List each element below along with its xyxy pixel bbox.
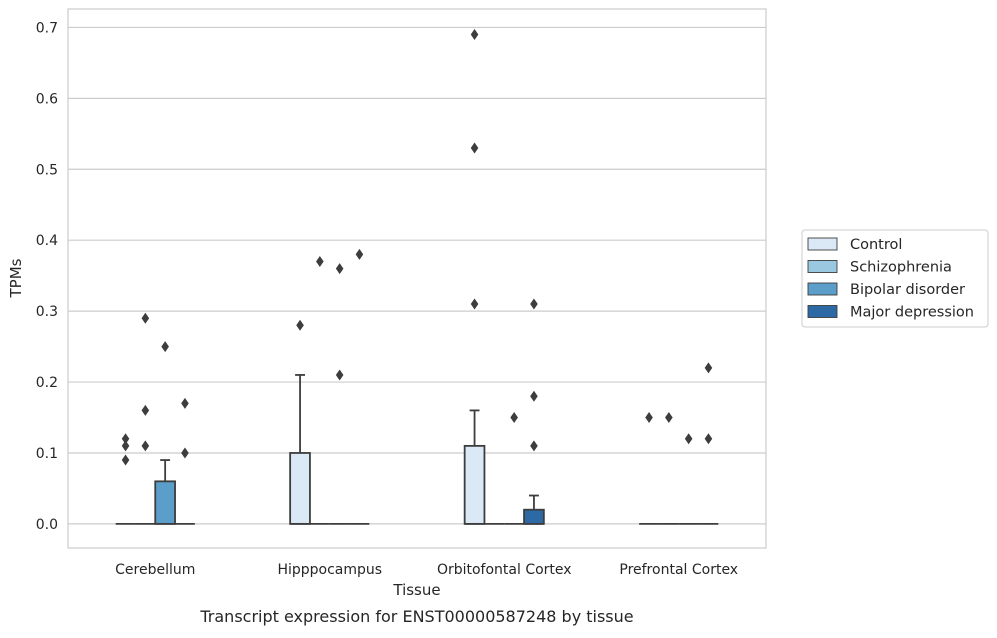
grid-layer — [68, 26, 766, 525]
outlier-point — [355, 248, 364, 260]
box-layer — [115, 374, 719, 525]
outlier-point — [704, 433, 713, 445]
outlier-point — [470, 142, 479, 154]
x-tick-label: Hipppocampus — [277, 562, 382, 578]
box-control — [463, 444, 486, 525]
chart-caption: Transcript expression for ENST0000058724… — [199, 607, 633, 626]
outlier-point — [645, 412, 653, 424]
legend-swatch — [807, 237, 838, 251]
outlier-layer — [121, 29, 713, 466]
outlier-point — [510, 412, 518, 424]
y-tick-label: 0.7 — [36, 20, 58, 36]
outlier-point — [530, 298, 538, 310]
outlier-point — [181, 447, 189, 459]
outlier-point — [665, 412, 673, 424]
plot-frame — [67, 8, 767, 549]
y-axis-title: TPMs — [7, 258, 25, 298]
y-tick-label: 0.4 — [36, 233, 58, 249]
legend-swatch — [807, 260, 838, 273]
legend-swatch — [807, 282, 838, 296]
outlier-point — [121, 440, 130, 452]
outlier-point — [470, 29, 479, 41]
outlier-point — [316, 255, 324, 267]
legend-label: Control — [850, 237, 902, 253]
legend-items: Control Schizophrenia Bipolar disorder Majo… — [807, 237, 974, 321]
outlier-point — [121, 433, 130, 445]
outlier-point — [684, 433, 693, 445]
outlier-point — [470, 298, 479, 310]
y-tick-labels: 0.0 0.1 0.2 0.3 0.4 0.5 0.6 0.7 — [36, 20, 58, 532]
outlier-point — [296, 319, 304, 331]
box-major-depression — [523, 508, 545, 525]
y-tick-label: 0.0 — [36, 517, 58, 533]
y-tick-label: 0.3 — [36, 304, 58, 320]
outlier-point — [141, 404, 150, 416]
legend: Control Schizophrenia Bipolar disorder Majo… — [801, 229, 989, 328]
x-tick-label: Cerebellum — [115, 562, 195, 578]
outlier-point — [141, 312, 150, 324]
outlier-point — [335, 263, 344, 275]
legend-swatch — [807, 305, 838, 318]
y-tick-label: 0.2 — [36, 375, 58, 391]
y-tick-label: 0.5 — [36, 162, 58, 178]
x-tick-label: Prefrontal Cortex — [619, 562, 738, 578]
x-tick-labels: Cerebellum Hipppocampus Orbitofontal Corte… — [115, 562, 738, 578]
x-axis-title: Tissue — [392, 581, 440, 599]
legend-label: Schizophrenia — [850, 260, 952, 276]
outlier-point — [181, 397, 189, 409]
box-bipolar-disorder — [154, 480, 176, 525]
legend-label: Major depression — [850, 305, 974, 321]
outlier-point — [530, 390, 538, 402]
legend-label: Bipolar disorder — [850, 282, 965, 298]
x-tick-label: Orbitofontal Cortex — [437, 562, 572, 578]
outlier-point — [121, 454, 130, 466]
outlier-point — [530, 440, 538, 452]
outlier-point — [335, 369, 344, 381]
y-tick-label: 0.1 — [36, 446, 58, 462]
legend-frame — [801, 229, 989, 328]
outlier-point — [161, 341, 169, 353]
box-control — [289, 452, 311, 525]
outlier-point — [141, 440, 150, 452]
outlier-point — [704, 362, 713, 374]
y-tick-label: 0.6 — [36, 91, 58, 107]
